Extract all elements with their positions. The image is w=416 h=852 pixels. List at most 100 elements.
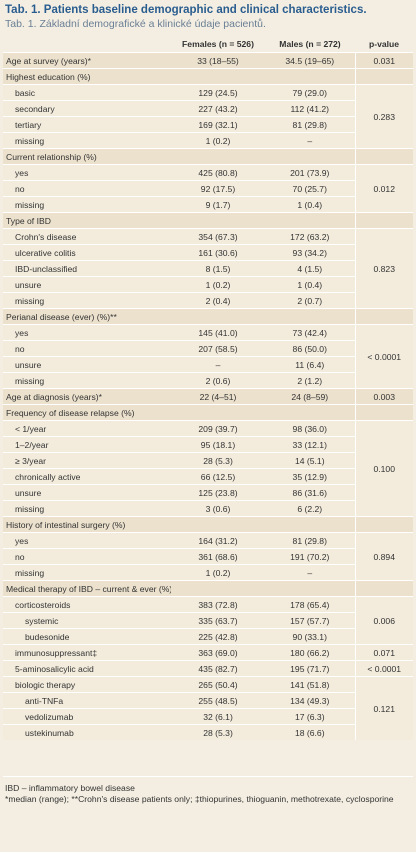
females-cell: 363 (69.0): [171, 644, 265, 661]
females-cell: 225 (42.8): [171, 628, 265, 645]
females-cell: [171, 148, 265, 165]
females-cell: 8 (1.5): [171, 260, 265, 277]
p-value-empty: [354, 148, 413, 165]
males-cell: 1 (0.4): [265, 276, 355, 293]
p-value-empty: [354, 212, 413, 229]
item-row: IBD-unclassified 8 (1.5) 4 (1.5): [3, 260, 413, 277]
item-row: tertiary 169 (32.1) 81 (29.8): [3, 116, 413, 133]
males-cell: 4 (1.5): [265, 260, 355, 277]
group-row: Highest education (%): [3, 68, 413, 85]
females-cell: 1 (0.2): [171, 564, 265, 581]
females-cell: 265 (50.4): [171, 676, 265, 693]
group-row: Type of IBD: [3, 212, 413, 229]
females-cell: [171, 212, 265, 229]
males-cell: –: [265, 132, 355, 149]
males-cell: [265, 212, 355, 229]
females-cell: 33 (18–55): [171, 52, 265, 69]
row-label: missing: [3, 196, 171, 213]
p-value: 0.071: [354, 644, 413, 661]
females-cell: [171, 516, 265, 533]
males-cell: 90 (33.1): [265, 628, 355, 645]
row-label: yes: [3, 164, 171, 181]
p-value: 0.003: [354, 388, 413, 405]
males-cell: 34.5 (19–65): [265, 52, 355, 69]
females-cell: 9 (1.7): [171, 196, 265, 213]
males-cell: 73 (42.4): [265, 324, 355, 341]
item-row: basic 129 (24.5) 79 (29.0) 0.283: [3, 84, 413, 149]
males-cell: –: [265, 564, 355, 581]
header-cell: Females (n = 526): [182, 39, 254, 49]
females-cell: 66 (12.5): [171, 468, 265, 485]
row-label: ulcerative colitis: [3, 244, 171, 261]
row-label: unsure: [3, 276, 171, 293]
p-value-empty: [354, 580, 413, 597]
table-title: Tab. 1. Patients baseline demographic an…: [5, 4, 367, 16]
p-value: 0.283: [354, 84, 413, 149]
females-cell: 383 (72.8): [171, 596, 265, 613]
item-row: unsure 125 (23.8) 86 (31.6): [3, 484, 413, 501]
row-label: < 1/year: [3, 420, 171, 437]
p-value: 0.823: [354, 228, 413, 309]
row-label: ustekinumab: [3, 724, 171, 740]
item-row: no 92 (17.5) 70 (25.7): [3, 180, 413, 197]
item-row: 5-aminosalicylic acid 435 (82.7) 195 (71.7…: [3, 660, 413, 677]
header-cell: [3, 36, 171, 53]
item-row: missing 1 (0.2) –: [3, 564, 413, 581]
females-cell: 129 (24.5): [171, 84, 265, 101]
footnotes: IBD – inflammatory bowel disease *median…: [5, 783, 411, 805]
group-row: Current relationship (%): [3, 148, 413, 165]
females-cell: [171, 308, 265, 325]
row-label: chronically active: [3, 468, 171, 485]
males-cell: 86 (50.0): [265, 340, 355, 357]
item-row: anti-TNFa 255 (48.5) 134 (49.3): [3, 692, 413, 709]
row-label: 5-aminosalicylic acid: [3, 660, 171, 677]
row-label: Type of IBD: [3, 212, 171, 229]
females-cell: 95 (18.1): [171, 436, 265, 453]
row-label: Medical therapy of IBD – current & ever …: [3, 580, 171, 597]
males-cell: 157 (57.7): [265, 612, 355, 629]
item-row: Crohn's disease 354 (67.3) 172 (63.2) 0.823: [3, 228, 413, 309]
row-label: yes: [3, 532, 171, 549]
males-cell: 2 (0.7): [265, 292, 355, 309]
males-cell: 70 (25.7): [265, 180, 355, 197]
males-cell: 201 (73.9): [265, 164, 355, 181]
males-cell: 93 (34.2): [265, 244, 355, 261]
males-cell: 1 (0.4): [265, 196, 355, 213]
row-label: vedolizumab: [3, 708, 171, 725]
row-label: biologic therapy: [3, 676, 171, 693]
females-cell: [171, 404, 265, 421]
males-cell: 11 (6.4): [265, 356, 355, 373]
males-cell: 81 (29.8): [265, 532, 355, 549]
row-label: Age at diagnosis (years)*: [3, 388, 171, 405]
row-label: missing: [3, 132, 171, 149]
females-cell: 435 (82.7): [171, 660, 265, 677]
table-subtitle: Tab. 1. Základní demografické a klinické…: [5, 18, 266, 30]
row-label: tertiary: [3, 116, 171, 133]
males-cell: 134 (49.3): [265, 692, 355, 709]
females-cell: 164 (31.2): [171, 532, 265, 549]
row-label: systemic: [3, 612, 171, 629]
item-row: biologic therapy 265 (50.4) 141 (51.8) 0.12…: [3, 676, 413, 740]
row-label: missing: [3, 292, 171, 309]
p-value: 0.006: [354, 596, 413, 645]
females-cell: 161 (30.6): [171, 244, 265, 261]
item-row: immunosuppressant‡ 363 (69.0) 180 (66.2) 0.…: [3, 644, 413, 661]
footnote: *median (range); **Crohn's disease patie…: [5, 794, 394, 804]
p-value: 0.121: [354, 676, 413, 740]
females-cell: 3 (0.6): [171, 500, 265, 517]
females-cell: 32 (6.1): [171, 708, 265, 725]
females-cell: [171, 68, 265, 85]
group-row: Medical therapy of IBD – current & ever …: [3, 580, 413, 597]
item-row: missing 1 (0.2) –: [3, 132, 413, 149]
item-row: missing 9 (1.7) 1 (0.4): [3, 196, 413, 213]
females-cell: 28 (5.3): [171, 724, 265, 740]
group-row: Age at survey (years)* 33 (18–55) 34.5 (19…: [3, 52, 413, 69]
females-cell: 169 (32.1): [171, 116, 265, 133]
females-cell: 28 (5.3): [171, 452, 265, 469]
row-label: basic: [3, 84, 171, 101]
males-cell: [265, 148, 355, 165]
males-cell: 112 (41.2): [265, 100, 355, 117]
item-row: ≥ 3/year 28 (5.3) 14 (5.1): [3, 452, 413, 469]
row-label: History of intestinal surgery (%): [3, 516, 171, 533]
